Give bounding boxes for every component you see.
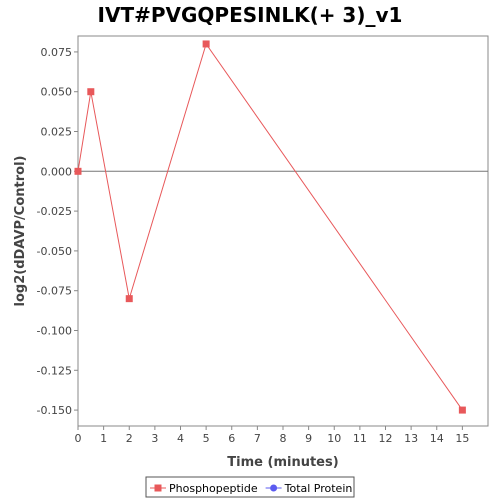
y-tick-label: 0.050 — [41, 86, 73, 99]
x-tick-label: 1 — [100, 432, 107, 445]
y-tick-label: 0.000 — [41, 165, 73, 178]
x-tick-label: 7 — [254, 432, 261, 445]
chart-title: IVT#PVGQPESINLK(+ 3)_v1 — [98, 3, 403, 27]
x-tick-label: 4 — [177, 432, 184, 445]
y-tick-label: -0.100 — [37, 324, 72, 337]
series-layer — [74, 40, 466, 414]
legend-box — [145, 476, 355, 498]
data-point — [74, 167, 82, 175]
x-tick-label: 13 — [404, 432, 418, 445]
x-tick-label: 5 — [203, 432, 210, 445]
legend-marker — [154, 484, 162, 492]
x-tick-label: 11 — [353, 432, 367, 445]
legend: Phosphopeptide Total Protein — [145, 476, 355, 498]
y-tick-label: 0.075 — [41, 46, 73, 59]
y-tick-label: -0.075 — [37, 285, 72, 298]
x-tick-label: 9 — [305, 432, 312, 445]
y-tick-label: -0.050 — [37, 245, 72, 258]
data-point — [202, 40, 210, 48]
y-tick-label: -0.125 — [37, 364, 72, 377]
x-axis: 0 1 2 3 4 5 6 7 8 9 10 11 12 13 14 15 — [75, 426, 469, 445]
x-tick-label: 6 — [228, 432, 235, 445]
plot-area — [77, 35, 489, 427]
y-tick-label: -0.150 — [37, 404, 72, 417]
legend-marker — [270, 484, 278, 492]
data-point — [87, 88, 95, 96]
legend-label: Phosphopeptide — [169, 482, 258, 495]
y-axis-label: log2(dDAVP/Control) — [13, 156, 28, 307]
y-axis: 0.075 0.050 0.025 0.000 -0.025 -0.050 -0.075 -0… — [37, 46, 78, 417]
x-tick-label: 15 — [455, 432, 469, 445]
legend-label: Total Protein — [284, 482, 353, 495]
x-tick-label: 0 — [75, 432, 82, 445]
x-axis-label: Time (minutes) — [227, 455, 338, 470]
data-point — [125, 295, 133, 303]
x-tick-label: 3 — [151, 432, 158, 445]
x-tick-label: 8 — [280, 432, 287, 445]
y-tick-label: 0.025 — [41, 126, 73, 139]
data-point — [458, 406, 466, 414]
x-tick-label: 12 — [379, 432, 393, 445]
y-tick-label: -0.025 — [37, 205, 72, 218]
x-tick-label: 2 — [126, 432, 133, 445]
x-tick-label: 10 — [327, 432, 341, 445]
x-tick-label: 14 — [430, 432, 444, 445]
